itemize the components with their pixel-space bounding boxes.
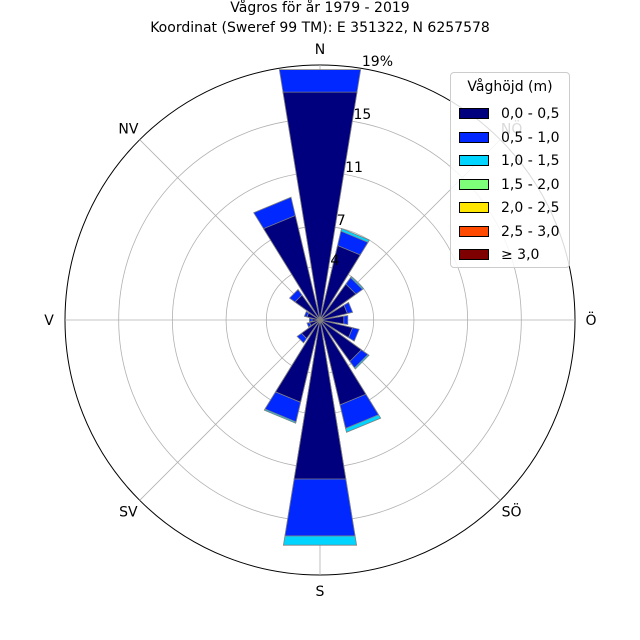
bar-segment-NNV-bin-0 [262,214,321,321]
bar-NNV [253,196,321,321]
bar-segment-NÖ-bin-0 [319,283,357,321]
legend-swatch [459,202,489,213]
legend-swatch [459,249,489,260]
bar-S [282,319,358,546]
bar-segment-Ö-bin-0 [319,315,345,325]
bar-segment-VNV-bin-0 [306,312,321,321]
bar-segment-SV-bin-0 [300,319,321,340]
direction-label: Ö [585,311,596,329]
bar-VNV [303,310,321,321]
legend-label: 1,5 - 2,0 [501,176,560,193]
legend-label: 1,0 - 1,5 [501,153,560,169]
legend-entry: ≥ 3,0 [459,246,569,264]
bar-segment-SSÖ-bin-0 [319,319,367,406]
grid-spoke [139,319,321,501]
legend-entry: 2,5 - 3,0 [459,223,569,241]
legend-entry: 0,5 - 1,0 [459,129,569,147]
radial-tick-label: 4 [330,253,339,269]
legend-swatch [459,131,489,143]
radial-tick-label: 7 [337,213,346,229]
bar-ÖSÖ [319,319,360,342]
radial-tick-labels: 4 7 11 15 19% [330,54,393,269]
grid-spoke [139,139,321,321]
direction-label: S [316,584,325,600]
legend-label: 2,0 - 2,5 [501,200,560,216]
legend-entry: 1,5 - 2,0 [459,176,569,194]
bar-segment-N-bin-0 [282,91,358,321]
legend-swatch [459,155,489,166]
legend-title: Våghöjd (m) [467,79,553,95]
legend-swatch [459,178,489,190]
direction-label: SÖ [502,503,522,521]
bar-N [278,69,362,321]
legend-entry: 2,0 - 2,5 [459,199,569,217]
bar-segment-S-bin-0 [293,319,347,480]
radial-tick-label: 15 [354,107,372,123]
legend-entry: 0,0 - 0,5 [459,105,569,123]
bar-NV [288,288,321,321]
bar-segment-SÖ-bin-0 [319,319,362,362]
bar-segment-NV-bin-0 [294,294,321,321]
legend: Våghöjd (m) 0,0 - 0,5 0,5 - 1,0 1,0 - 1,5 1… [450,72,570,268]
radial-tick-label: 19% [362,54,393,70]
bar-SV [296,319,321,344]
direction-label: V [44,313,54,329]
direction-label: SV [119,505,138,521]
legend-label: 2,5 - 3,0 [501,223,560,240]
chart-subtitle: Koordinat (Sweref 99 TM): E 351322, N 62… [150,20,490,36]
legend-entry: 1,0 - 1,5 [459,152,569,170]
bar-SÖ [319,319,370,370]
bar-segment-ÖNÖ-bin-0 [319,304,348,321]
legend-label: ≥ 3,0 [501,247,540,263]
bar-SSÖ [319,319,382,433]
chart-title: Vågros för år 1979 - 2019 [230,0,410,16]
bar-NNÖ [319,228,370,321]
legend-label: 0,0 - 0,5 [501,106,560,122]
legend-swatch [459,108,489,119]
bar-Ö [319,315,349,325]
bar-NÖ [319,275,365,321]
direction-label: NV [118,121,138,137]
rose-bars [253,69,382,546]
radial-tick-label: 11 [345,160,363,176]
bar-segment-NNÖ-bin-0 [319,244,361,321]
bar-ÖNÖ [319,301,354,321]
legend-swatch [459,225,489,237]
bar-SSV [263,319,321,424]
direction-label: N [315,42,325,58]
bar-segment-SSV-bin-0 [274,319,321,403]
bar-segment-ÖSÖ-bin-0 [319,319,354,339]
legend-label: 0,5 - 1,0 [501,129,560,146]
